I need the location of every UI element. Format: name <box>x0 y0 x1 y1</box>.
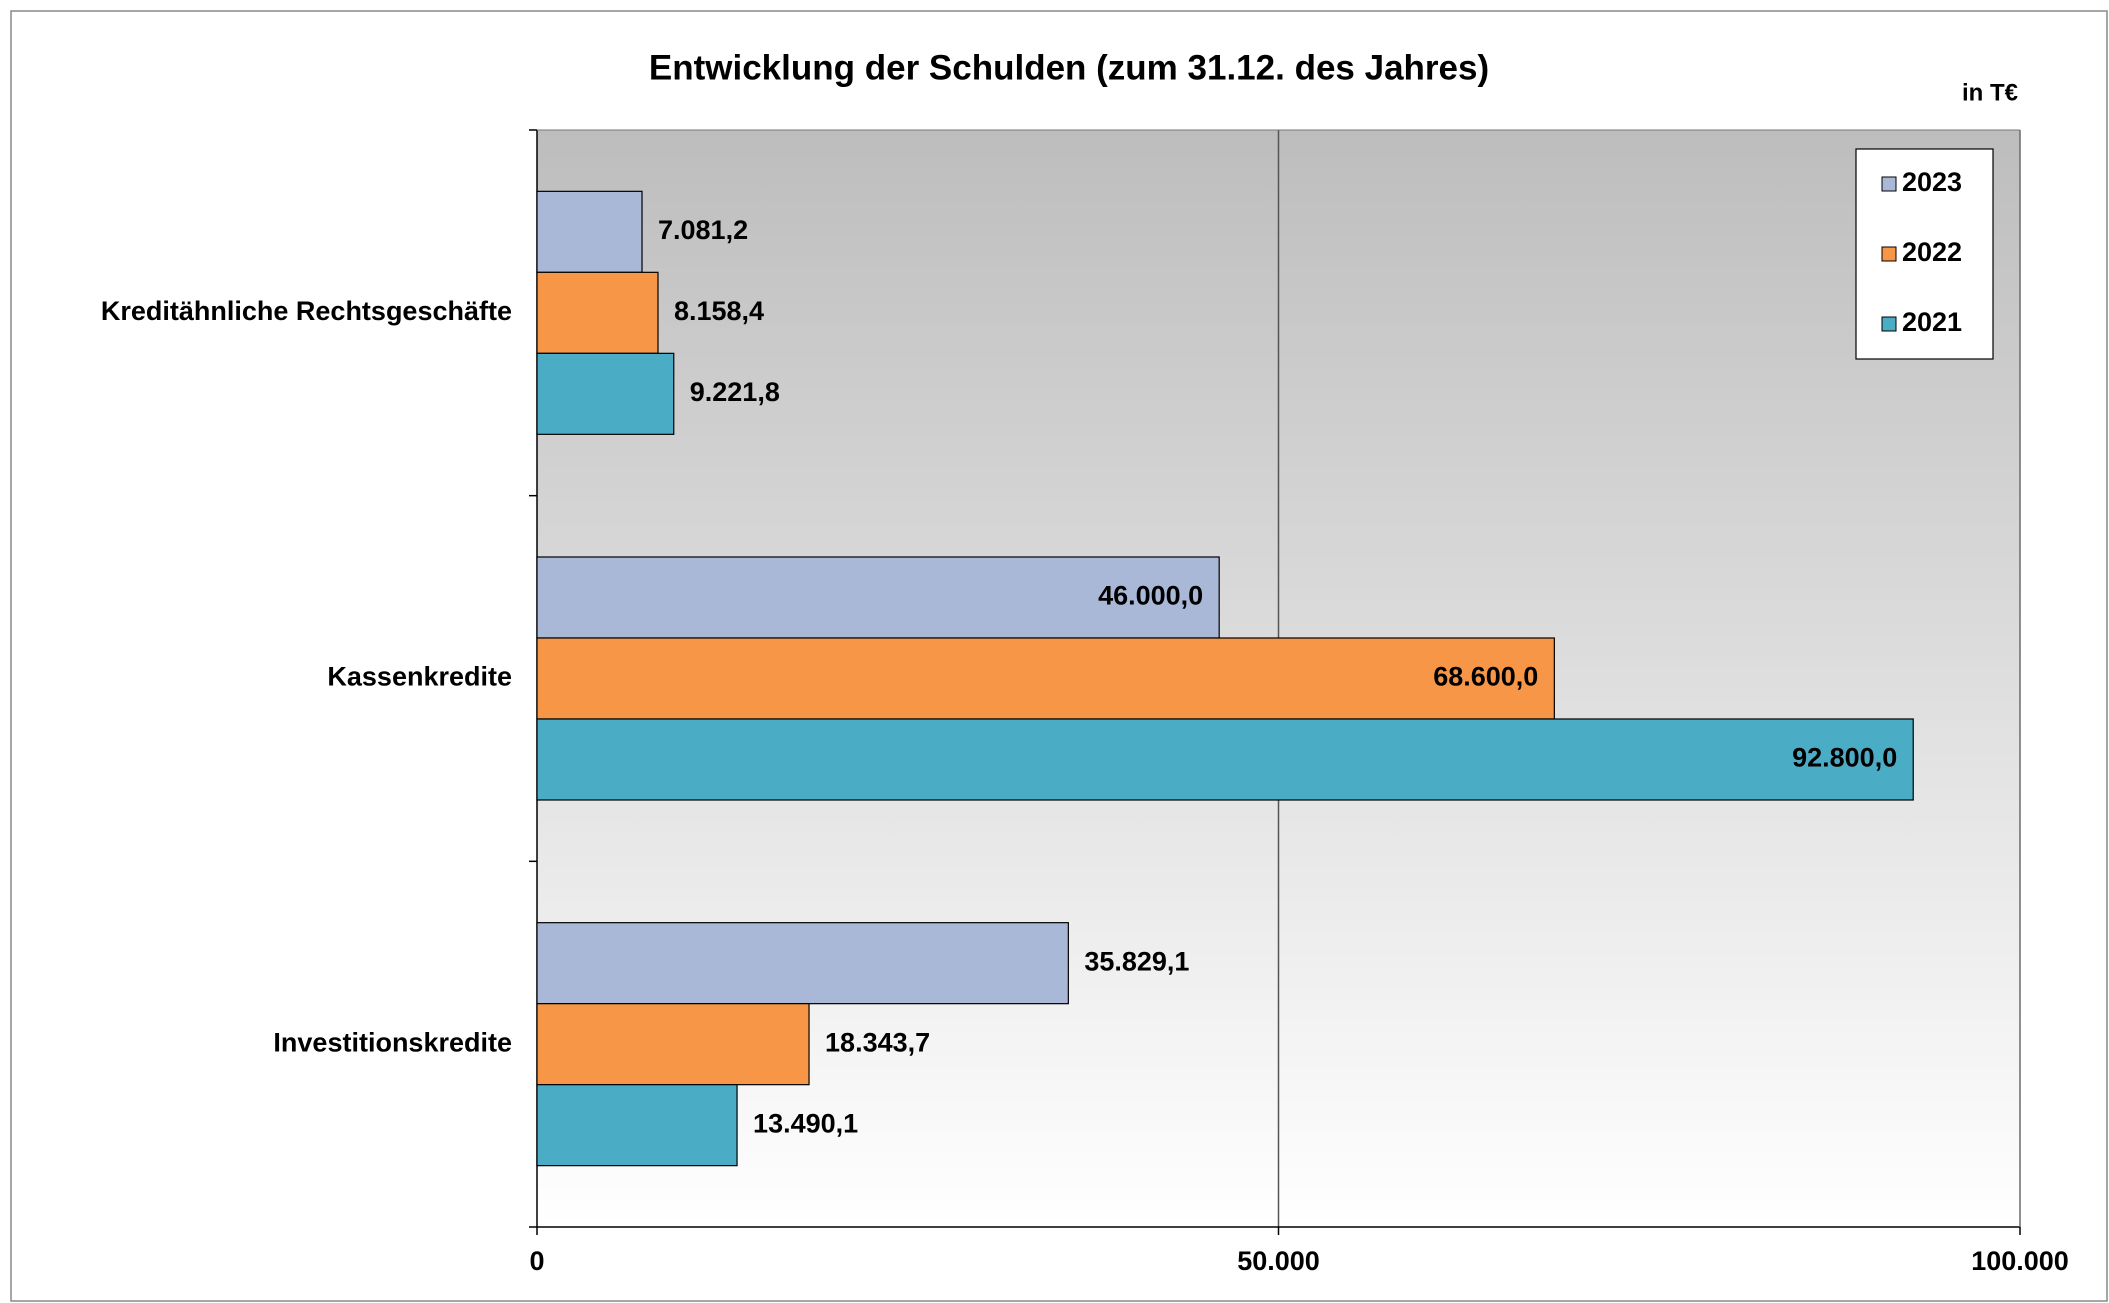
x-tick-label: 100.000 <box>1971 1246 2069 1276</box>
legend-label: 2022 <box>1902 237 1962 267</box>
bar <box>536 637 1555 720</box>
data-label: 13.490,1 <box>753 1108 858 1138</box>
y-tick-label: Kassenkredite <box>327 662 512 692</box>
data-label: 68.600,0 <box>1433 662 1538 692</box>
legend-swatch <box>1881 246 1897 262</box>
data-label: 35.829,1 <box>1084 946 1189 976</box>
data-label: 92.800,0 <box>1792 743 1897 773</box>
bar <box>536 922 1069 1005</box>
y-tick-label: Investitionskredite <box>273 1027 512 1057</box>
y-tick-label: Kreditähnliche Rechtsgeschäfte <box>101 296 512 326</box>
bar <box>536 1084 738 1167</box>
chart-title: Entwicklung der Schulden (zum 31.12. des… <box>649 48 1489 87</box>
legend-swatch <box>1881 176 1897 192</box>
legend-label: 2021 <box>1902 307 1962 337</box>
data-label: 18.343,7 <box>825 1027 930 1057</box>
bar <box>536 718 1914 801</box>
bar <box>536 271 659 354</box>
data-label: 7.081,2 <box>658 215 748 245</box>
legend-box <box>1855 148 1994 360</box>
data-label: 8.158,4 <box>674 296 764 326</box>
data-label: 9.221,8 <box>690 377 780 407</box>
legend-swatch <box>1881 316 1897 332</box>
legend-label: 2023 <box>1902 167 1962 197</box>
x-tick-label: 50.000 <box>1237 1246 1320 1276</box>
x-tick-label: 0 <box>529 1246 544 1276</box>
bar <box>536 352 675 435</box>
data-label: 46.000,0 <box>1098 581 1203 611</box>
bar <box>536 190 643 273</box>
bar <box>536 1003 810 1086</box>
unit-label: in T€ <box>1962 79 2018 106</box>
